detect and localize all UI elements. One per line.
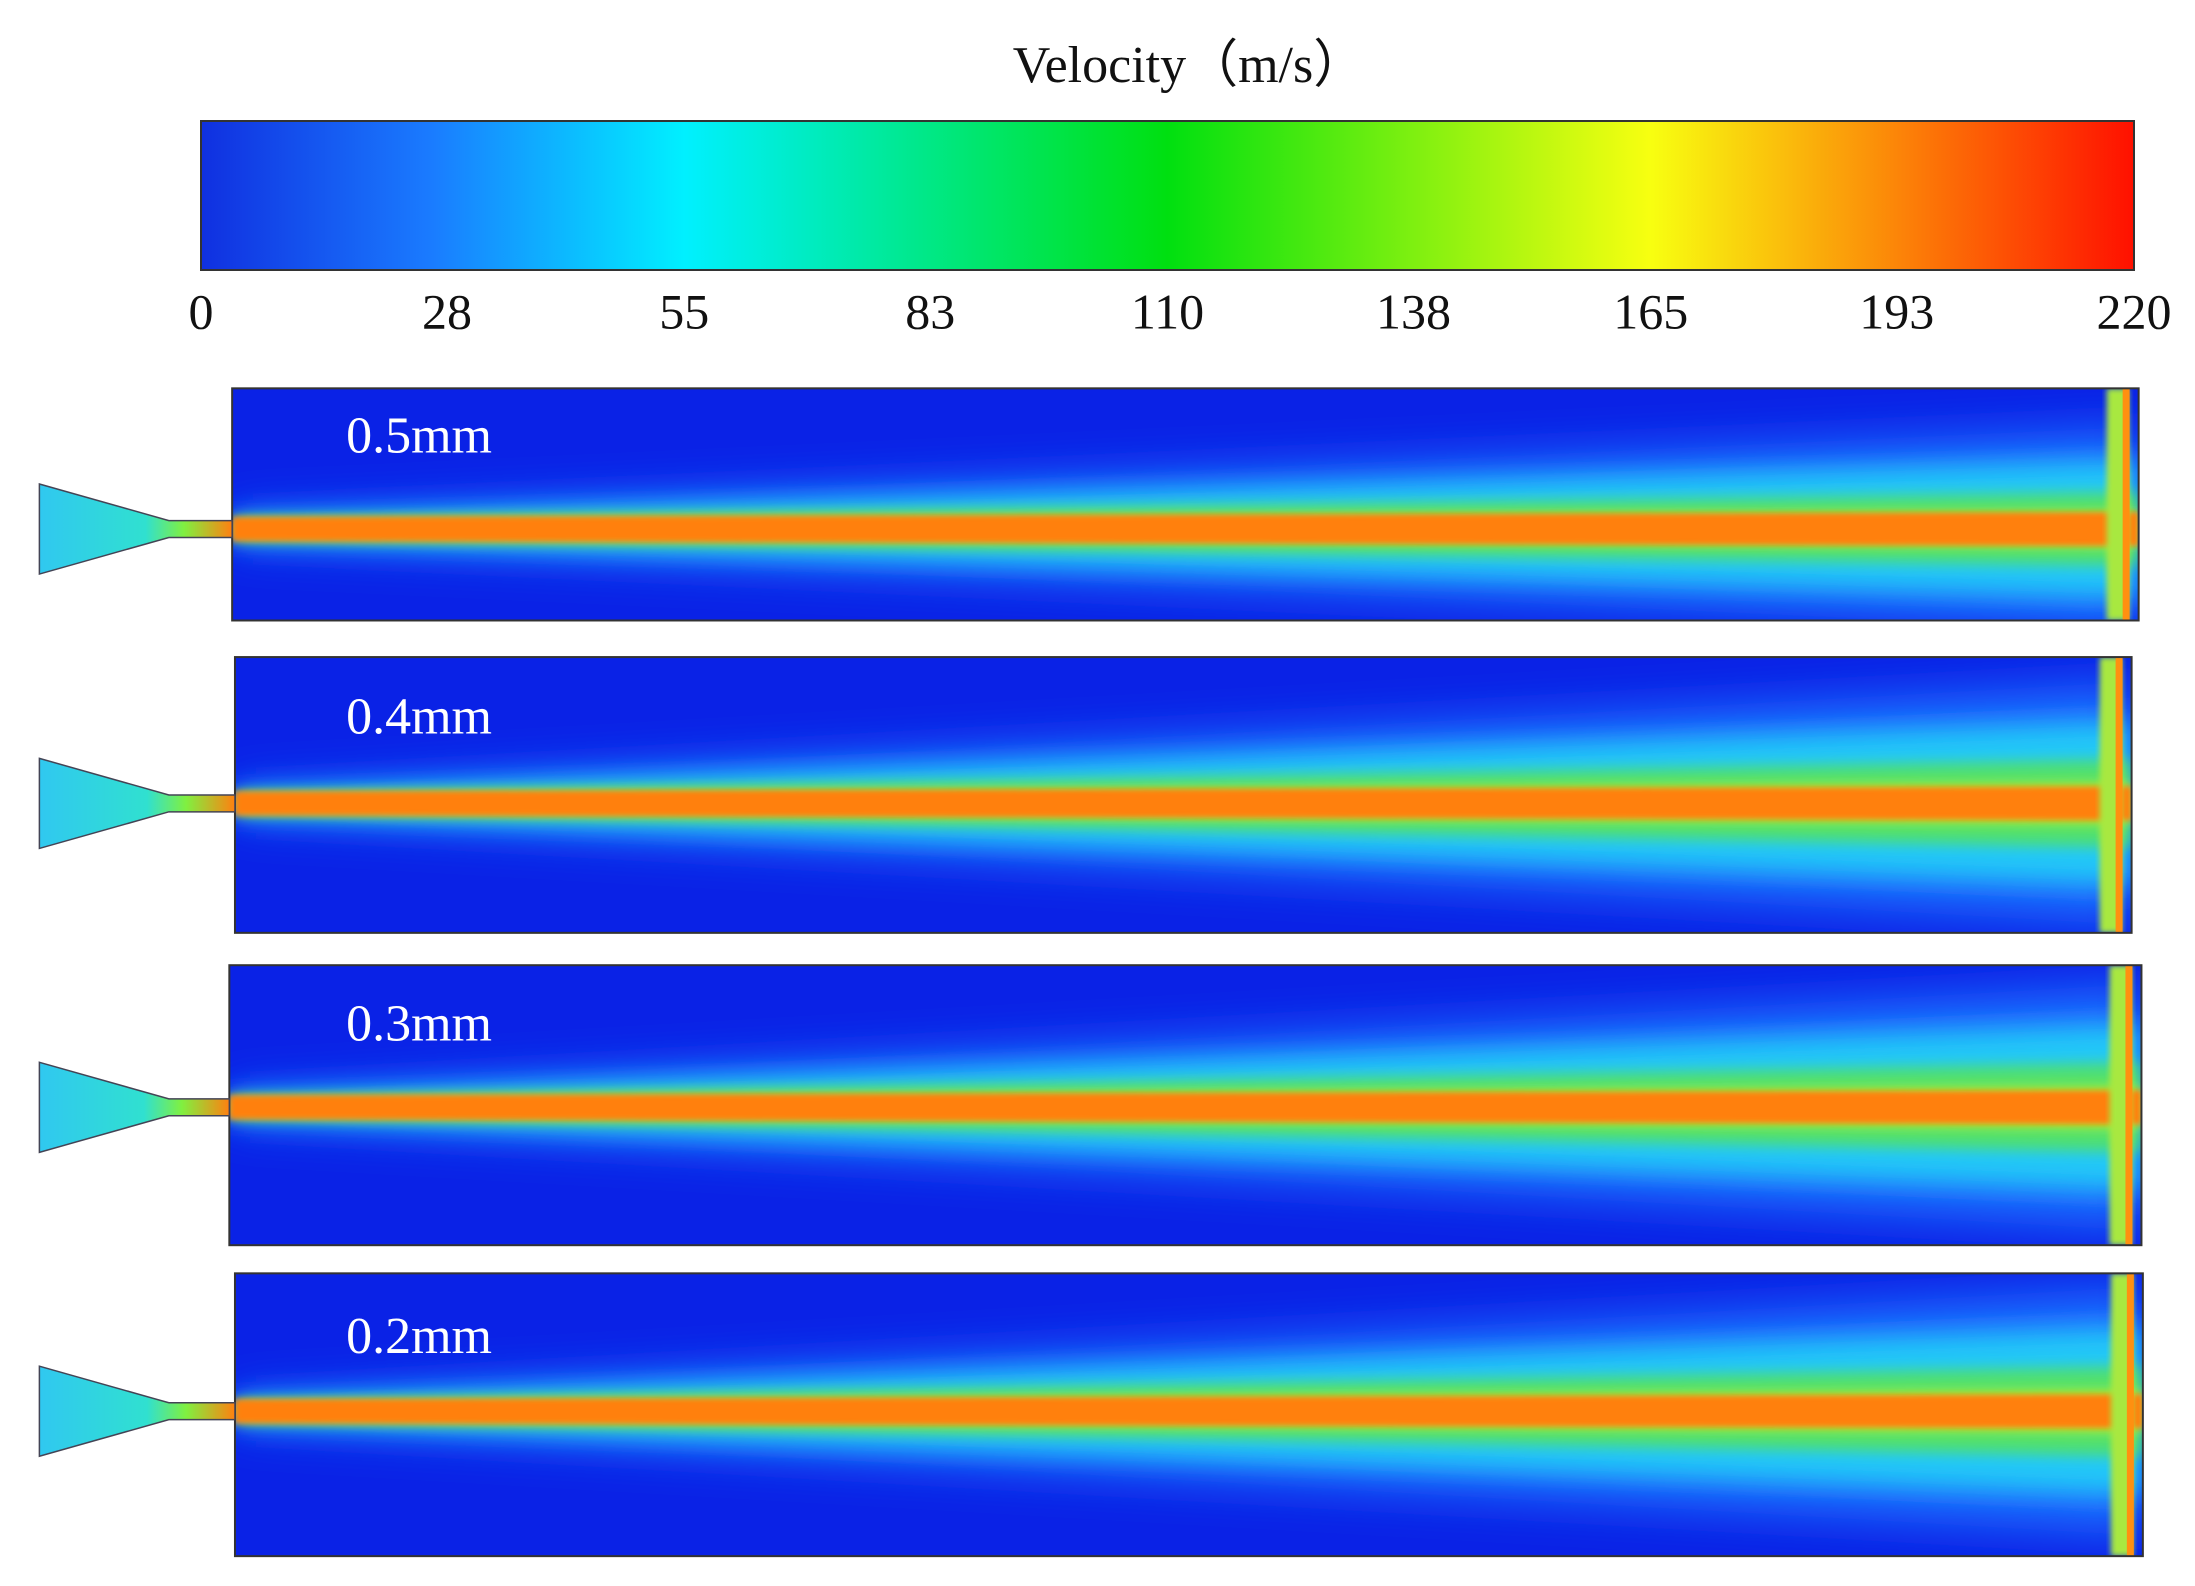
nozzle [38, 1061, 231, 1154]
colorbar-tick-label: 83 [905, 283, 955, 339]
colorbar-tick-label: 193 [1859, 283, 1934, 339]
panel-label: 0.5mm [346, 407, 492, 464]
contour-panel [229, 965, 2142, 1246]
colorbar-tick-label: 220 [2097, 283, 2172, 339]
colorbar-tick-label: 28 [422, 283, 472, 339]
colorbar-tick-label: 138 [1376, 283, 1451, 339]
outlet-edge [2125, 965, 2133, 1246]
colorbar-title: Velocity（m/s） [1013, 37, 1365, 94]
outlet-edge [2115, 657, 2123, 933]
panel-border [231, 387, 2140, 622]
outlet-edge [2126, 1273, 2134, 1557]
outlet-edge [2122, 388, 2130, 621]
jet-core [232, 512, 2139, 547]
jet-core [234, 1394, 2143, 1429]
colorbar-tick-label: 0 [189, 283, 214, 339]
panel-label: 0.2mm [346, 1308, 492, 1365]
colorbar-tick-label: 165 [1613, 283, 1688, 339]
panel-label: 0.4mm [346, 689, 492, 746]
colorbar-tick-label: 55 [659, 283, 709, 339]
nozzle [38, 757, 236, 850]
contour-panel [232, 388, 2139, 621]
contour-panel [234, 657, 2132, 933]
jet-core [229, 1090, 2142, 1125]
nozzle [38, 1365, 236, 1458]
jet-core [234, 786, 2132, 821]
colorbar [200, 120, 2135, 271]
nozzle [38, 483, 233, 576]
colorbar-tick-label: 110 [1131, 283, 1204, 339]
panel-label: 0.3mm [346, 995, 492, 1052]
contour-panel [234, 1273, 2143, 1557]
